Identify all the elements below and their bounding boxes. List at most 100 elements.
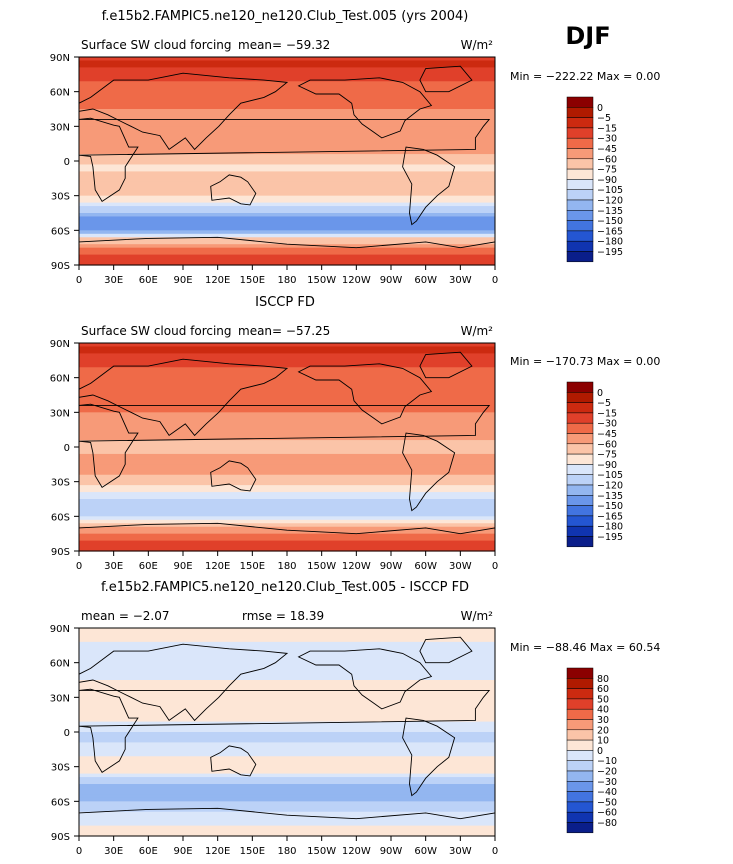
y-tick-label: 90S <box>51 547 70 558</box>
zonal-band <box>79 533 495 538</box>
colorbar-label: −75 <box>597 165 617 176</box>
zonal-band <box>79 499 495 504</box>
zonal-band <box>79 780 495 785</box>
zonal-band <box>79 648 495 653</box>
colorbar-swatch <box>566 708 594 720</box>
colorbar-swatch <box>566 822 594 834</box>
x-tick-label: 120E <box>205 561 230 572</box>
zonal-band <box>79 641 495 646</box>
colorbar-swatch <box>566 189 594 201</box>
colorbar-swatch <box>566 422 594 434</box>
zonal-band <box>79 436 495 441</box>
y-tick-label: 60S <box>51 512 70 523</box>
zonal-band <box>79 143 495 148</box>
x-tick-label: 90E <box>173 561 192 572</box>
colorbar-label: −195 <box>597 247 623 258</box>
zonal-band <box>79 735 495 740</box>
zonal-band <box>79 690 495 695</box>
colorbar-label: −30 <box>597 134 617 145</box>
coastline <box>210 745 257 777</box>
colorbar-label: −80 <box>597 818 617 829</box>
y-tick-label: 90N <box>50 53 70 64</box>
colorbar-swatch <box>566 760 594 772</box>
x-tick-label: 120W <box>342 275 371 286</box>
colorbar-swatch <box>566 495 594 506</box>
zonal-band <box>79 70 495 75</box>
zonal-band <box>79 251 495 256</box>
colorbar-label: 0 <box>597 388 603 399</box>
colorbar-label: −45 <box>597 144 617 155</box>
zonal-band <box>79 370 495 375</box>
y-tick-label: 60N <box>50 88 70 99</box>
colorbar-label: −90 <box>597 460 617 471</box>
zonal-band <box>79 126 495 131</box>
x-tick-label: 30E <box>104 561 123 572</box>
colorbar-swatch <box>566 811 594 823</box>
colorbar-swatch <box>566 179 594 190</box>
colorbar-label: 60 <box>597 684 609 695</box>
zonal-band <box>79 398 495 403</box>
zonal-band <box>79 77 495 82</box>
zonal-band <box>79 540 495 545</box>
zonal-band <box>79 122 495 127</box>
zonal-band <box>79 488 495 493</box>
panel-left-label: Surface SW cloud forcing <box>81 38 232 52</box>
zonal-band <box>79 109 495 114</box>
zonal-band <box>79 707 495 712</box>
y-tick-label: 30N <box>50 693 70 704</box>
zonal-band <box>79 422 495 427</box>
x-tick-label: 120E <box>205 275 230 286</box>
zonal-band <box>79 429 495 434</box>
colorbar-label: 40 <box>597 705 609 716</box>
map-plot <box>78 56 496 266</box>
zonal-band <box>79 167 495 172</box>
min-max-label: Min = −170.73 Max = 0.00 <box>510 355 660 368</box>
zonal-band <box>79 415 495 420</box>
colorbar-label: −40 <box>597 787 617 798</box>
zonal-band <box>79 519 495 524</box>
zonal-band <box>79 147 495 152</box>
zonal-band <box>79 74 495 79</box>
coastline <box>78 117 491 203</box>
zonal-band <box>79 343 495 348</box>
zonal-band <box>79 742 495 747</box>
zonal-band <box>79 230 495 235</box>
season-label: DJF <box>565 22 610 50</box>
colorbar-swatch <box>566 781 594 792</box>
zonal-band <box>79 460 495 465</box>
colorbar-label: −60 <box>597 808 617 819</box>
y-tick-label: 60S <box>51 797 70 808</box>
zonal-band <box>79 683 495 688</box>
coastline <box>210 174 257 206</box>
zonal-band <box>79 102 495 107</box>
x-tick-label: 180 <box>277 275 296 286</box>
zonal-band <box>79 495 495 500</box>
panel-units: W/m² <box>461 38 494 52</box>
zonal-band <box>79 752 495 757</box>
zonal-band <box>79 697 495 702</box>
x-tick-label: 150W <box>307 561 336 572</box>
zonal-band <box>79 367 495 372</box>
zonal-band <box>79 119 495 124</box>
zonal-band <box>79 223 495 228</box>
zonal-band <box>79 505 495 510</box>
coastline <box>419 65 473 93</box>
zonal-band <box>79 700 495 705</box>
x-tick-label: 90W <box>380 561 403 572</box>
colorbar-label: −135 <box>597 206 623 217</box>
zonal-band <box>79 95 495 100</box>
zonal-band <box>79 129 495 134</box>
colorbar-swatch <box>566 240 594 252</box>
zonal-band <box>79 150 495 155</box>
y-tick-label: 30N <box>50 408 70 419</box>
zonal-band <box>79 631 495 636</box>
colorbar-label: 80 <box>597 674 609 685</box>
zonal-band <box>79 481 495 486</box>
colorbar-swatch <box>566 381 594 393</box>
panel-center-label: mean= −59.32 <box>238 38 330 52</box>
x-tick-label: 0 <box>76 561 82 572</box>
zonal-band <box>79 426 495 431</box>
colorbar-swatch <box>566 505 594 517</box>
zonal-band <box>79 419 495 424</box>
colorbar-swatch <box>566 433 594 445</box>
